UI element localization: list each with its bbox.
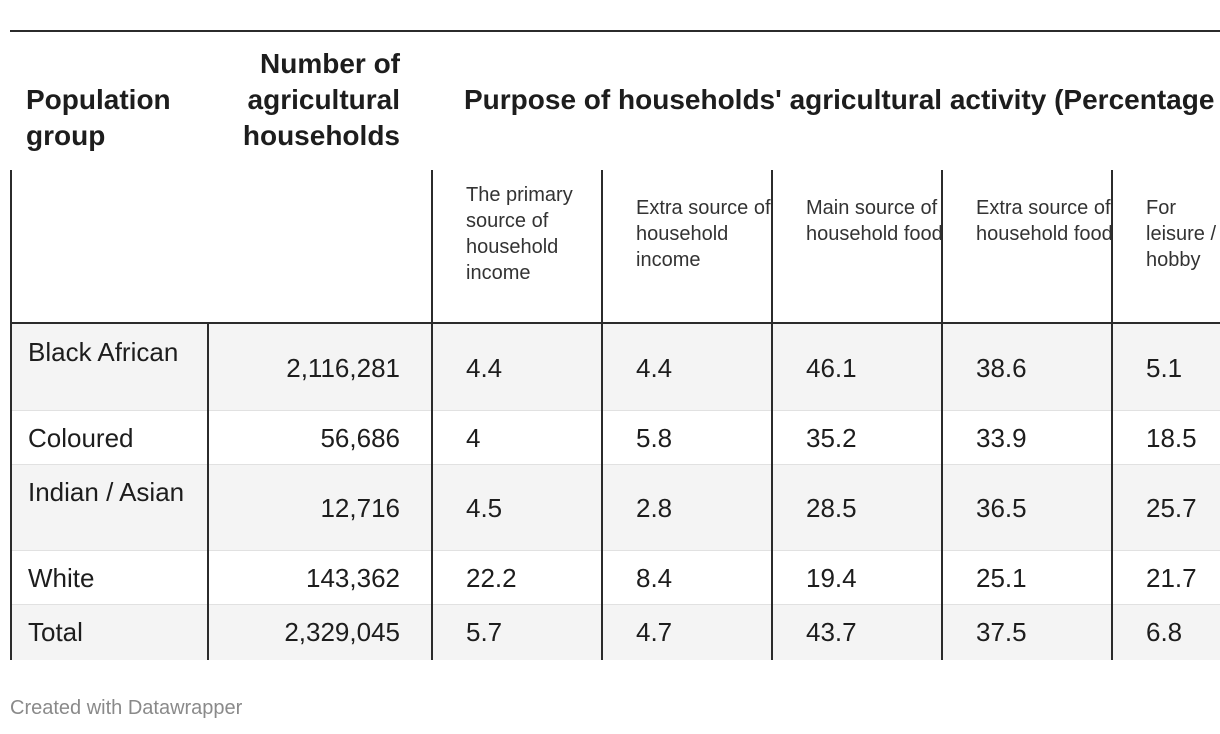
cell-group: Total: [28, 617, 83, 647]
cell-value: 6.8: [1146, 617, 1183, 647]
table-row: [10, 605, 1220, 660]
cell-value: 35.2: [806, 423, 857, 453]
cell-households: 56,686: [320, 423, 400, 453]
subheader-extra-income: Extra source of household income: [636, 197, 771, 271]
cell-value: 4.4: [636, 353, 673, 383]
header-bottom-rule: [10, 322, 1220, 324]
cell-value: 4.7: [636, 617, 673, 647]
cell-group: Coloured: [28, 423, 134, 453]
cell-value: 8.4: [636, 563, 673, 593]
cell-value: 25.1: [976, 563, 1027, 593]
cell-value: 46.1: [806, 353, 857, 383]
cell-value: 5.7: [466, 617, 503, 647]
cell-value: 43.7: [806, 617, 857, 647]
cell-group: White: [28, 563, 95, 593]
cell-value: 33.9: [976, 423, 1027, 453]
cell-households: 12,716: [320, 493, 400, 523]
cell-value: 4.4: [466, 353, 503, 383]
table-row: [10, 551, 1220, 604]
header-number-of-households: Number of agricultural households: [242, 48, 400, 151]
table-top-rule: [10, 30, 1220, 32]
cell-value: 21.7: [1146, 563, 1197, 593]
table-row: [10, 411, 1220, 464]
cell-households: 2,329,045: [284, 617, 400, 647]
cell-value: 5.1: [1146, 353, 1183, 383]
data-table: Population group Number of agricultural …: [10, 30, 1220, 660]
cell-value: 38.6: [976, 353, 1027, 383]
cell-value: 18.5: [1146, 423, 1197, 453]
cell-group: Indian / Asian: [28, 477, 185, 507]
cell-households: 143,362: [306, 563, 400, 593]
table-row: [10, 465, 1220, 550]
cell-value: 25.7: [1146, 493, 1197, 523]
table-row: [10, 324, 1220, 410]
cell-value: 28.5: [806, 493, 857, 523]
cell-households: 2,116,281: [286, 353, 400, 383]
subheader-main-food: Main source of household food: [806, 197, 943, 245]
cell-group: Black African: [28, 337, 179, 367]
header-purpose-group: Purpose of households' agricultural acti…: [464, 84, 1220, 115]
subheader-leisure-hobby: For leisure / hobby: [1146, 197, 1217, 271]
cell-value: 19.4: [806, 563, 857, 593]
cell-value: 4.5: [466, 493, 503, 523]
cell-value: 36.5: [976, 493, 1027, 523]
cell-value: 37.5: [976, 617, 1027, 647]
cell-value: 2.8: [636, 493, 673, 523]
cell-value: 5.8: [636, 423, 673, 453]
header-population-group: Population group: [26, 84, 171, 151]
cell-value: 22.2: [466, 563, 517, 593]
datawrapper-credit: Created with Datawrapper: [10, 697, 243, 719]
cell-value: 4: [466, 423, 481, 453]
subheader-extra-food: Extra source of household food: [976, 197, 1113, 245]
subheader-primary-income: The primary source of household income: [466, 184, 573, 284]
